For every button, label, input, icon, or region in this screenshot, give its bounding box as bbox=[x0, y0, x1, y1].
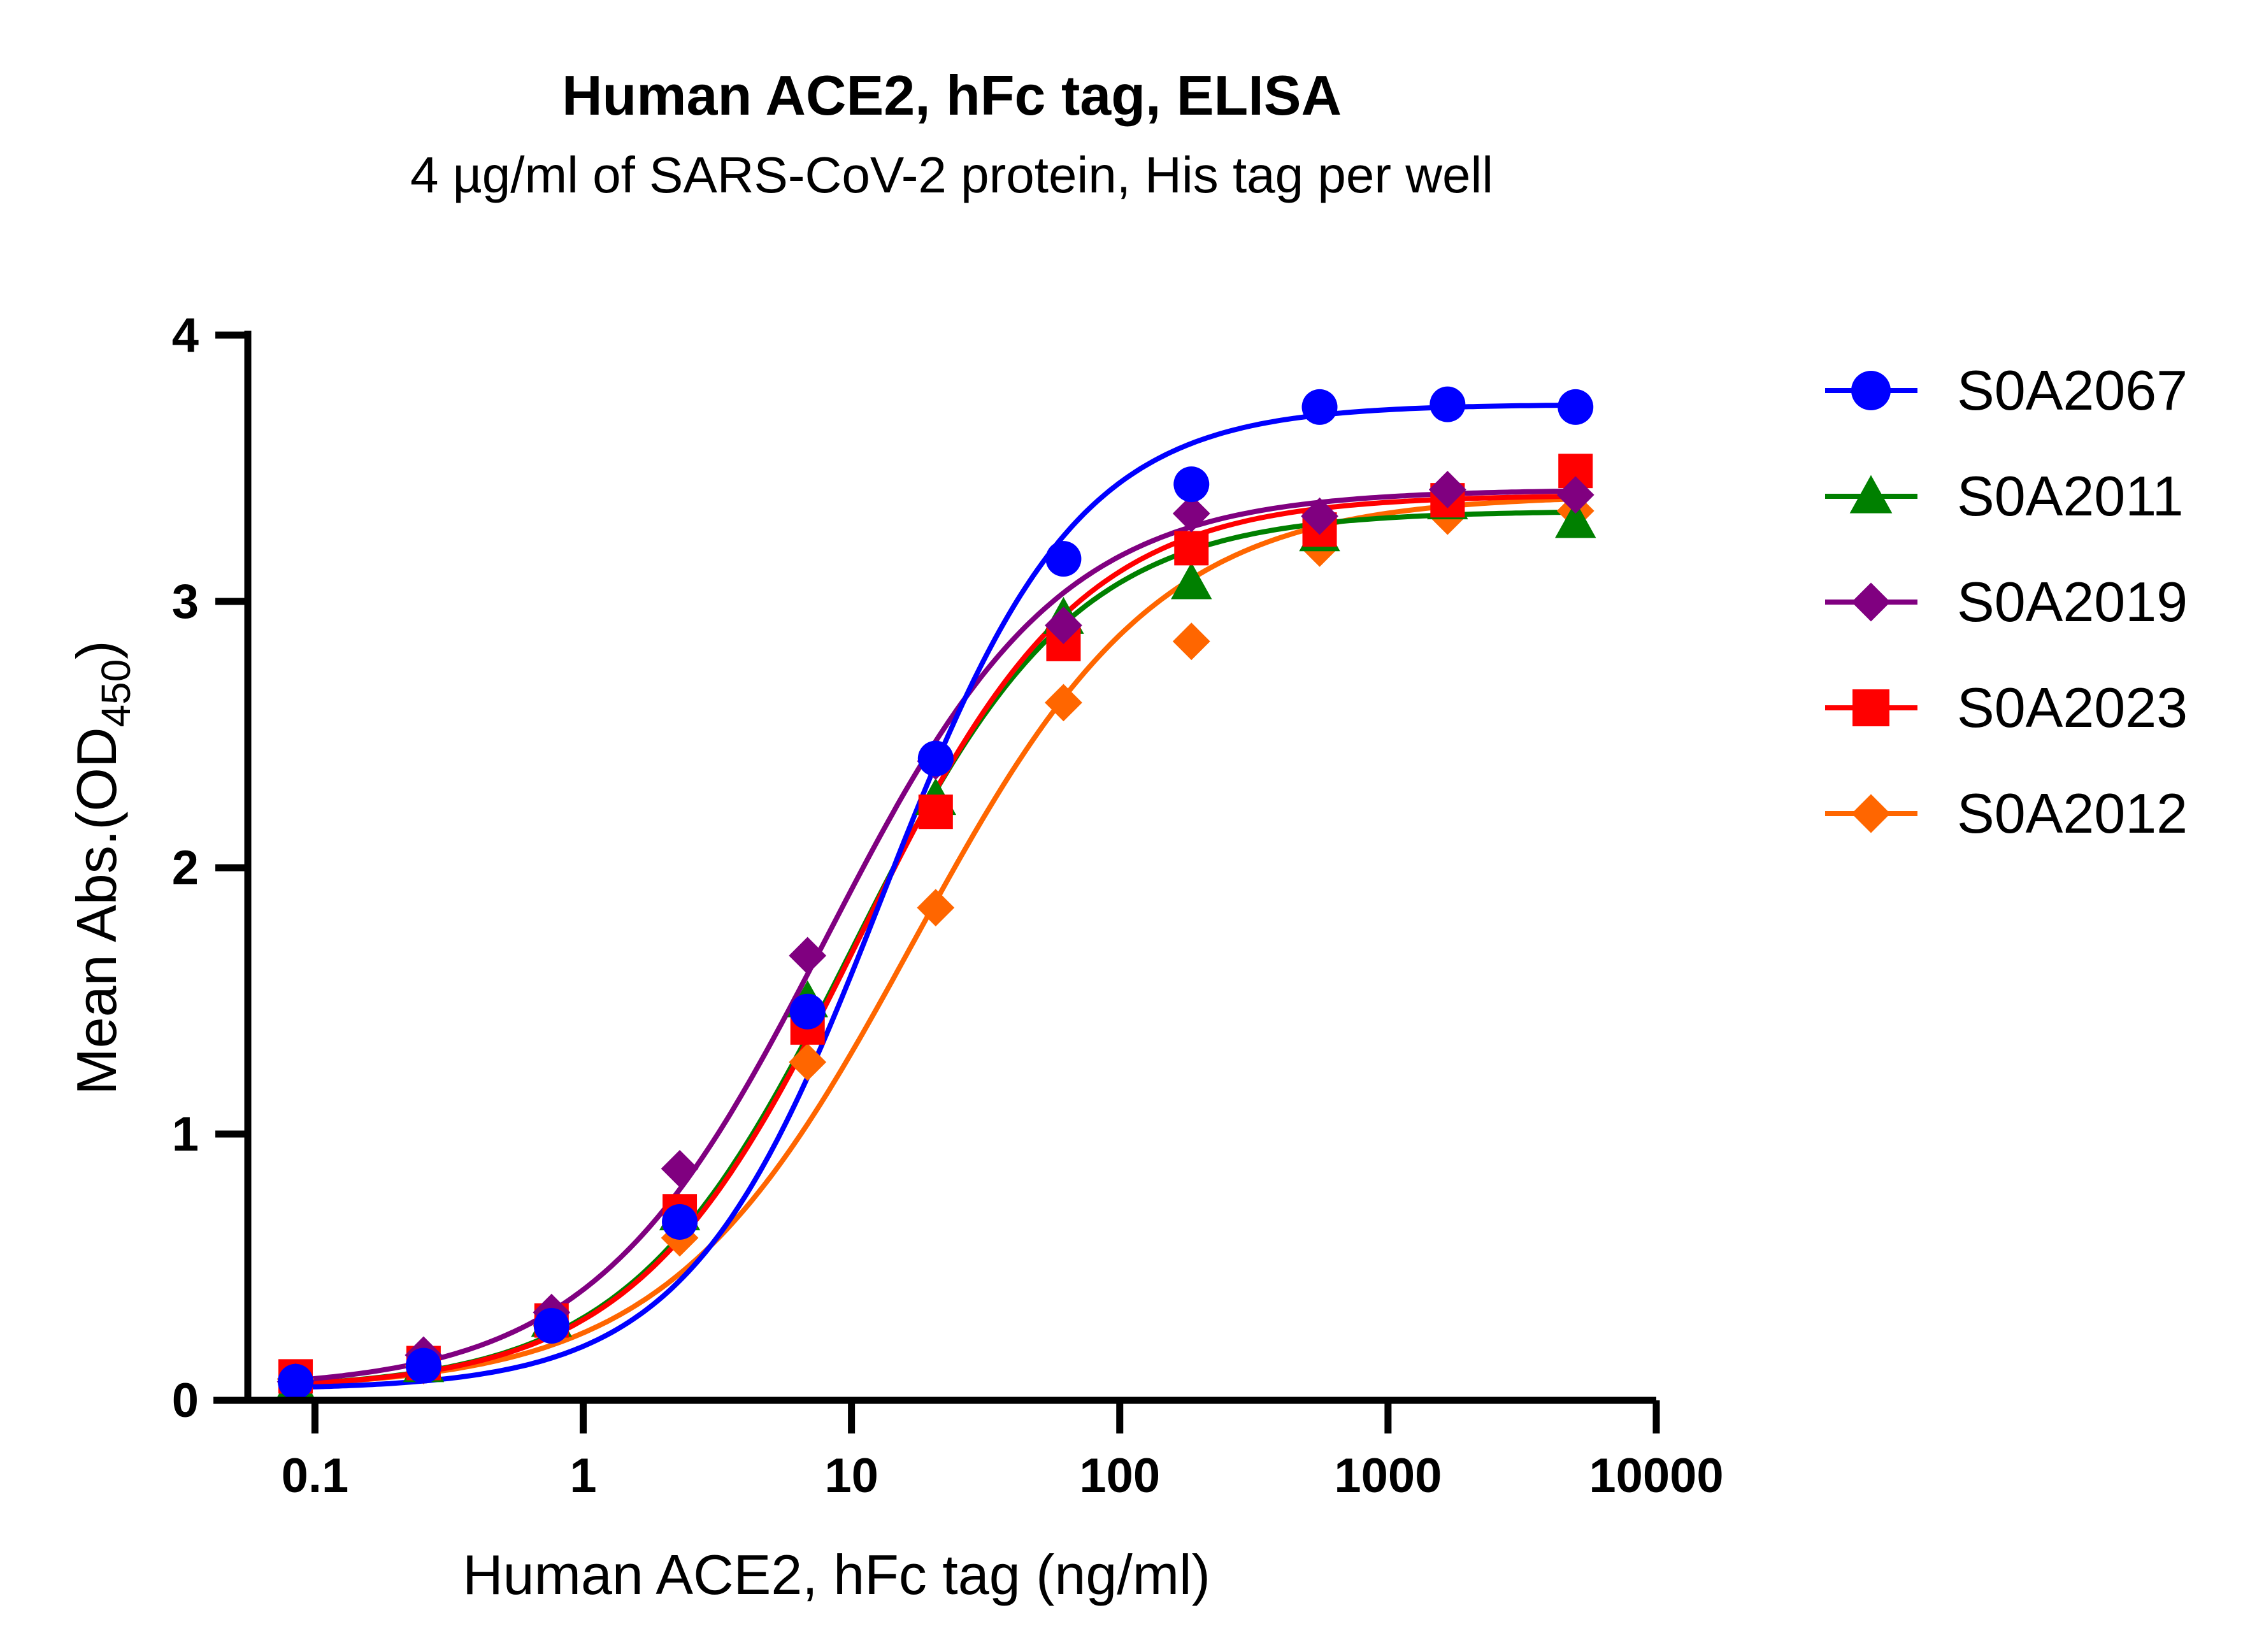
data-point-s0a2067 bbox=[662, 1203, 698, 1240]
x-tick-label: 1 bbox=[570, 1449, 596, 1503]
y-axis-label-close: ) bbox=[65, 640, 128, 659]
legend-item-s0a2012: S0A2012 bbox=[1825, 782, 2188, 845]
data-point-s0a2019 bbox=[1301, 497, 1338, 535]
y-tick-label: 2 bbox=[172, 841, 199, 895]
data-point-s0a2019 bbox=[789, 937, 827, 975]
data-point-s0a2067 bbox=[1045, 541, 1082, 577]
x-tick-label: 0.1 bbox=[282, 1449, 349, 1503]
legend-label: S0A2011 bbox=[1957, 464, 2184, 528]
fit-curve-s0a2023 bbox=[295, 494, 1576, 1387]
data-point-s0a2067 bbox=[533, 1307, 570, 1344]
chart-subtitle: 4 µg/ml of SARS-CoV-2 protein, His tag p… bbox=[410, 147, 1493, 203]
legend-label: S0A2019 bbox=[1957, 570, 2188, 633]
chart-title: Human ACE2, hFc tag, ELISA bbox=[562, 64, 1342, 127]
data-point-s0a2023 bbox=[918, 794, 953, 830]
fit-curve-s0a2011 bbox=[295, 509, 1576, 1387]
data-markers bbox=[275, 386, 1596, 1401]
data-point-s0a2012 bbox=[917, 889, 955, 927]
legend-marker bbox=[1851, 794, 1891, 833]
x-tick-label: 100 bbox=[1079, 1449, 1160, 1503]
x-axis-label: Human ACE2, hFc tag (ng/ml) bbox=[462, 1543, 1210, 1606]
data-point-s0a2019 bbox=[1556, 476, 1594, 514]
data-point-s0a2067 bbox=[1173, 466, 1210, 503]
y-axis-label-main: Mean Abs.(OD bbox=[65, 727, 128, 1095]
y-axis-label-subscript: 450 bbox=[93, 659, 139, 728]
data-point-s0a2067 bbox=[405, 1347, 441, 1384]
y-axis-label: Mean Abs.(OD450) bbox=[65, 640, 139, 1095]
legend-label: S0A2023 bbox=[1957, 676, 2188, 739]
data-point-s0a2011 bbox=[1555, 501, 1596, 538]
fit-curve-s0a2012 bbox=[295, 496, 1576, 1387]
data-point-s0a2012 bbox=[1045, 684, 1082, 722]
fit-curve-s0a2019 bbox=[295, 488, 1576, 1383]
data-point-s0a2019 bbox=[661, 1149, 699, 1188]
x-tick-label: 10000 bbox=[1589, 1449, 1723, 1503]
data-point-s0a2012 bbox=[1172, 622, 1210, 661]
y-tick-label: 1 bbox=[172, 1107, 199, 1161]
data-point-s0a2067 bbox=[1429, 386, 1466, 422]
data-point-s0a2067 bbox=[789, 993, 826, 1030]
legend-item-s0a2067: S0A2067 bbox=[1825, 359, 2188, 422]
legend-marker bbox=[1851, 582, 1891, 622]
legend: S0A2067 S0A2011 S0A2019 S0A2023 S0A2012 bbox=[1825, 359, 2188, 845]
data-point-s0a2067 bbox=[1558, 389, 1594, 425]
data-point-s0a2019 bbox=[1045, 607, 1082, 645]
legend-marker bbox=[1852, 689, 1889, 726]
x-tick-label: 10 bbox=[824, 1449, 878, 1503]
data-point-s0a2023 bbox=[1174, 531, 1209, 566]
data-point-s0a2067 bbox=[1301, 389, 1338, 425]
data-point-s0a2067 bbox=[917, 740, 954, 777]
axis-ticks: 0 1 2 3 4 0.1 1 10 100 1000 10000 bbox=[172, 308, 1724, 1503]
data-point-s0a2012 bbox=[789, 1043, 827, 1081]
data-point-s0a2011 bbox=[1171, 562, 1212, 600]
data-point-s0a2067 bbox=[278, 1363, 314, 1400]
y-tick-label: 3 bbox=[172, 575, 199, 629]
data-point-s0a2019 bbox=[1428, 471, 1466, 508]
legend-item-s0a2023: S0A2023 bbox=[1825, 676, 2188, 739]
y-tick-label: 0 bbox=[172, 1374, 199, 1428]
legend-item-s0a2019: S0A2019 bbox=[1825, 570, 2188, 633]
legend-label: S0A2067 bbox=[1957, 359, 2188, 422]
legend-marker bbox=[1849, 475, 1893, 514]
x-tick-label: 1000 bbox=[1334, 1449, 1442, 1503]
data-point-s0a2019 bbox=[1172, 494, 1210, 533]
legend-label: S0A2012 bbox=[1957, 782, 2188, 845]
y-tick-label: 4 bbox=[172, 308, 199, 363]
legend-item-s0a2011: S0A2011 bbox=[1825, 464, 2184, 528]
legend-marker bbox=[1851, 371, 1891, 410]
